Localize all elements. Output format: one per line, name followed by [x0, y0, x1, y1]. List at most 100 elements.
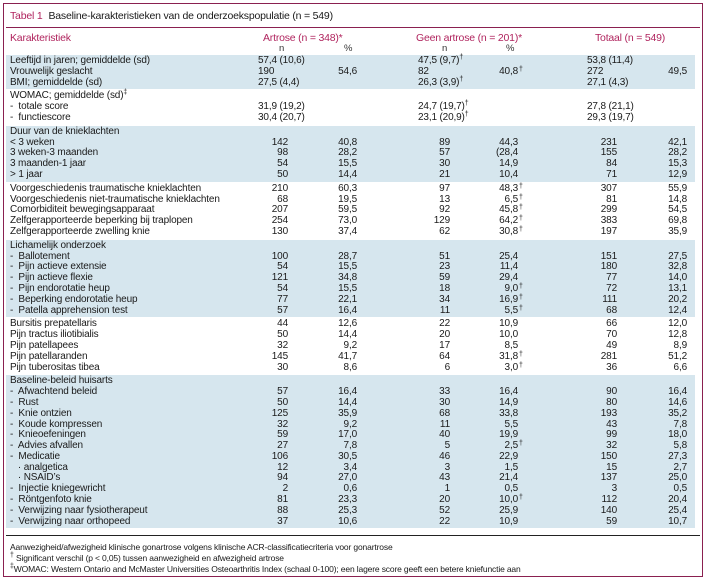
cell-n-geen: 92 — [439, 204, 450, 216]
table-row: - Advies afvallen 27 7,8 5 2,5 † 32 5,8 — [6, 440, 695, 452]
cell-n-artrose: 12 — [277, 461, 288, 473]
significance-dagger: † — [519, 215, 523, 223]
cell-n-totaal: 36 — [606, 361, 617, 373]
cell-n-artrose: 2 — [282, 483, 289, 495]
cell-n-artrose: 50 — [277, 396, 288, 408]
significance-dagger: † — [459, 54, 464, 61]
cell-pct-totaal: 12,0 — [668, 318, 687, 330]
cell-n-totaal: 111 — [602, 293, 617, 305]
table-row: - Beperking endorotatie heup 77 22,1 34 16,9… — [6, 293, 695, 306]
cell-pct-artrose: 12,6 — [338, 318, 357, 330]
cell-pct-geen: 8,5 — [504, 339, 519, 351]
header-artrose: Artrose (n = 348)* — [263, 32, 343, 44]
cell-pct-geen: 11,4 — [499, 261, 518, 273]
cell-n-artrose: 100 — [271, 250, 288, 262]
table-body: Leeftijd in jaren; gemiddelde (sd) 57,4 (… — [6, 54, 695, 529]
cell-pct-geen: 1,5 — [504, 461, 519, 473]
table-row: WOMAC; gemiddelde (sd)‡ — [6, 89, 695, 102]
cell-pct-totaal: 32,8 — [668, 261, 687, 273]
table-row: 3 weken-3 maanden 98 28,2 57 (28,4 155 28,2 — [6, 148, 695, 159]
cell-n-geen: 47,5 (9,7)† — [418, 54, 464, 66]
row-label: - Koude kompressen — [10, 418, 103, 430]
subheader-n-geen: n — [442, 43, 448, 54]
cell-n-geen: 18 — [439, 282, 450, 294]
cell-n-totaal: 150 — [600, 450, 617, 462]
table-row: Comorbiditeit bewegingsapparaat 207 59,5 92… — [6, 204, 695, 216]
cell-pct-geen: 29,4 — [499, 272, 518, 284]
significance-dagger: † — [464, 100, 469, 108]
significance-dagger: † — [519, 182, 523, 190]
row-label: - Verwijzing naar orthopeed — [10, 515, 131, 527]
row-label: Voorgeschiedenis traumatische knieklacht… — [10, 182, 202, 194]
significance-dagger: † — [519, 494, 523, 502]
row-label: Lichamelijk onderzoek — [10, 239, 106, 251]
cell-pct-totaal: 25,4 — [668, 504, 687, 516]
cell-n-geen: 64 — [439, 350, 450, 362]
title-divider — [6, 27, 700, 28]
table-row: - functiescore 30,4 (20,7) 23,1 (20,9)† 29,… — [6, 110, 695, 124]
cell-pct-geen: 45,8 — [499, 204, 518, 216]
cell-pct-geen: 5,5 — [504, 418, 519, 430]
row-label: - Pijn actieve extensie — [10, 261, 107, 273]
cell-n-geen: 22 — [439, 515, 450, 527]
cell-pct-geen: 6,5 — [504, 193, 519, 205]
cell-n-artrose: 106 — [271, 450, 288, 462]
cell-n-geen: 43 — [439, 472, 450, 484]
cell-n-artrose: 190 — [258, 65, 275, 77]
cell-pct-totaal: 20,2 — [668, 293, 687, 305]
cell-n-artrose: 88 — [277, 504, 288, 516]
cell-pct-geen: 10,9 — [499, 318, 518, 330]
cell-n-totaal: 281 — [600, 350, 617, 362]
cell-pct-artrose: 23,3 — [338, 494, 357, 506]
cell-pct-totaal: 14,6 — [668, 396, 687, 408]
cell-n-artrose: 50 — [277, 168, 288, 180]
table-title: Tabel 1 Baseline-karakteristieken van de … — [10, 10, 333, 22]
table-row: Voorgeschiedenis niet-traumatische kniek… — [6, 193, 695, 206]
cell-n-artrose: 54 — [277, 282, 288, 294]
footnote: ‡WOMAC: Western Ontario and McMaster Uni… — [10, 563, 521, 575]
cell-n-geen: 20 — [439, 329, 450, 341]
table-row: - Pijn actieve flexie 121 34,8 59 29,4 77 14,0 — [6, 272, 695, 284]
cell-pct-geen: 10,0 — [499, 329, 518, 341]
cell-n-totaal: 112 — [601, 494, 618, 506]
table-row: Pijn patellaranden 145 41,7 64 31,8 † 281 51,2 — [6, 350, 695, 363]
cell-n-geen: 23,1 (20,9)† — [418, 110, 469, 123]
row-label: < 3 weken — [10, 136, 55, 148]
cell-pct-geen: 10,9 — [499, 515, 518, 527]
significance-dagger: † — [519, 65, 523, 73]
cell-n-artrose: 50 — [277, 329, 288, 341]
table-row: Voorgeschiedenis traumatische knieklacht… — [6, 182, 695, 195]
cell-n-artrose: 30 — [277, 361, 288, 373]
cell-pct-geen: (28,4 — [495, 147, 518, 159]
cell-pct-totaal: 0,5 — [673, 483, 688, 495]
row-label: - Patella apprehension test — [10, 304, 128, 316]
cell-n-artrose: 32 — [277, 339, 288, 351]
footnote-text: WOMAC: Western Ontario and McMaster Univ… — [13, 564, 521, 574]
cell-n-geen: 24,7 (19,7)† — [418, 100, 469, 113]
cell-n-geen: 33 — [439, 386, 450, 398]
cell-pct-geen: 33,8 — [499, 407, 518, 419]
footnote-mark: ‡ — [123, 89, 128, 97]
table-bottom-rule — [6, 535, 700, 536]
cell-n-geen: 6 — [444, 361, 451, 373]
cell-pct-geen: 22,9 — [499, 450, 518, 462]
cell-pct-artrose: 28,7 — [338, 250, 357, 262]
cell-n-totaal: 81 — [606, 193, 617, 205]
row-label: - Pijn actieve flexie — [10, 272, 93, 284]
table-row: Zelfgerapporteerde beperking bij traplop… — [6, 215, 695, 227]
cell-n-artrose: 68 — [277, 193, 288, 205]
cell-pct-geen: 30,8 — [499, 225, 518, 237]
cell-n-totaal: 32 — [606, 440, 617, 452]
cell-n-artrose: 27 — [277, 440, 288, 452]
cell-n-artrose: 77 — [277, 293, 288, 305]
cell-pct-artrose: 30,5 — [338, 450, 357, 462]
cell-n-totaal: 70 — [606, 329, 617, 341]
row-label: BMI; gemiddelde (sd) — [10, 76, 103, 88]
cell-pct-totaal: 8,9 — [673, 339, 688, 351]
cell-n-geen: 82 — [418, 65, 429, 77]
table-row: Duur van de knieklachten — [6, 126, 695, 138]
row-label: - Medicatie — [10, 450, 60, 462]
cell-pct-artrose: 16,4 — [338, 386, 357, 398]
row-label: Baseline-beleid huisarts — [10, 375, 113, 387]
significance-dagger: † — [519, 282, 523, 290]
